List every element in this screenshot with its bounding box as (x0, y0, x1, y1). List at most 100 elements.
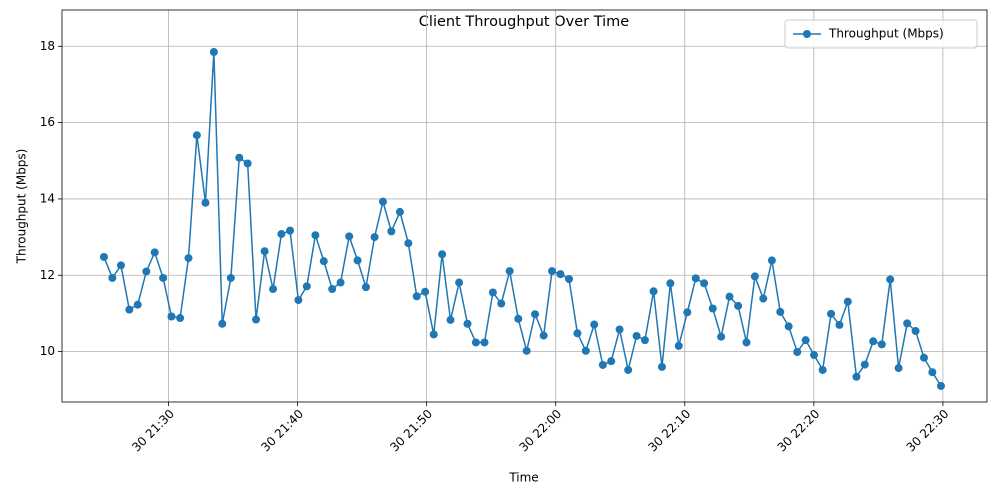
data-point (269, 285, 278, 294)
data-point (235, 153, 244, 162)
data-point (184, 254, 193, 263)
data-point (793, 347, 802, 356)
y-axis-label: Throughput (Mbps) (15, 149, 29, 265)
data-point (708, 304, 717, 313)
data-point (463, 319, 472, 328)
data-point (243, 159, 252, 168)
data-point (691, 274, 700, 283)
data-point (590, 320, 599, 329)
data-point (438, 250, 447, 259)
data-point (750, 272, 759, 281)
data-point (565, 275, 574, 284)
data-point (734, 301, 743, 310)
data-point (674, 341, 683, 350)
data-point (725, 292, 734, 301)
data-point (176, 314, 185, 323)
data-point (455, 278, 464, 287)
data-point (700, 279, 709, 288)
data-point (133, 300, 142, 309)
data-point (598, 360, 607, 369)
data-point (404, 239, 413, 248)
data-point (852, 372, 861, 381)
chart-title: Client Throughput Over Time (419, 14, 629, 30)
data-point (311, 231, 320, 240)
data-point (877, 340, 886, 349)
y-tick-label: 14 (40, 191, 55, 205)
data-point (615, 325, 624, 334)
data-point (843, 297, 852, 306)
data-point (370, 233, 379, 242)
data-point (226, 273, 235, 282)
data-point (260, 247, 269, 256)
legend-label: Throughput (Mbps) (828, 27, 944, 41)
data-point (99, 252, 108, 261)
data-point (649, 287, 658, 296)
data-point (911, 327, 920, 336)
data-point (810, 351, 819, 360)
data-point (277, 230, 286, 239)
data-point (429, 330, 438, 339)
data-point (395, 207, 404, 216)
data-point (142, 267, 151, 276)
data-point (531, 310, 540, 319)
data-point (125, 305, 134, 314)
data-point (218, 319, 227, 328)
data-point (573, 329, 582, 338)
data-point (835, 320, 844, 329)
data-point (505, 267, 514, 276)
data-point (556, 270, 565, 279)
data-point (928, 368, 937, 377)
data-point (683, 308, 692, 317)
data-point (657, 362, 666, 371)
data-point (412, 292, 421, 301)
data-point (640, 336, 649, 345)
y-tick-label: 12 (40, 268, 55, 282)
data-point (894, 364, 903, 373)
data-point (328, 285, 337, 294)
data-point (497, 299, 506, 308)
data-point (759, 294, 768, 303)
data-point (209, 47, 218, 56)
data-point (903, 319, 912, 328)
data-point (421, 287, 430, 296)
data-point (108, 273, 117, 282)
data-point (886, 275, 895, 284)
data-point (286, 226, 295, 235)
y-tick-label: 16 (40, 115, 55, 129)
legend: Throughput (Mbps) (784, 19, 978, 49)
data-point (294, 296, 303, 305)
data-point (361, 283, 370, 292)
data-point (632, 331, 641, 340)
x-axis-label: Time (508, 471, 538, 485)
data-point (514, 314, 523, 323)
data-point (776, 307, 785, 316)
plot-frame (61, 9, 988, 403)
data-point (302, 282, 311, 291)
data-point (784, 322, 793, 331)
data-point (336, 278, 345, 287)
data-point (252, 315, 261, 324)
data-point (446, 315, 455, 324)
data-point (345, 232, 354, 241)
data-point (480, 338, 489, 347)
data-point (201, 198, 210, 207)
data-point (742, 338, 751, 347)
data-point (159, 273, 168, 282)
data-point (539, 331, 548, 340)
data-point (936, 381, 945, 390)
data-point (378, 197, 387, 206)
data-point (869, 337, 878, 346)
data-point (607, 357, 616, 366)
data-point (150, 248, 159, 257)
data-point (319, 257, 328, 266)
y-tick-label: 18 (40, 39, 55, 53)
data-point (717, 332, 726, 341)
data-point (767, 256, 776, 265)
legend-box (784, 19, 978, 49)
data-point (624, 365, 633, 374)
data-point (919, 353, 928, 362)
data-point (167, 312, 176, 321)
legend-marker (803, 30, 811, 38)
